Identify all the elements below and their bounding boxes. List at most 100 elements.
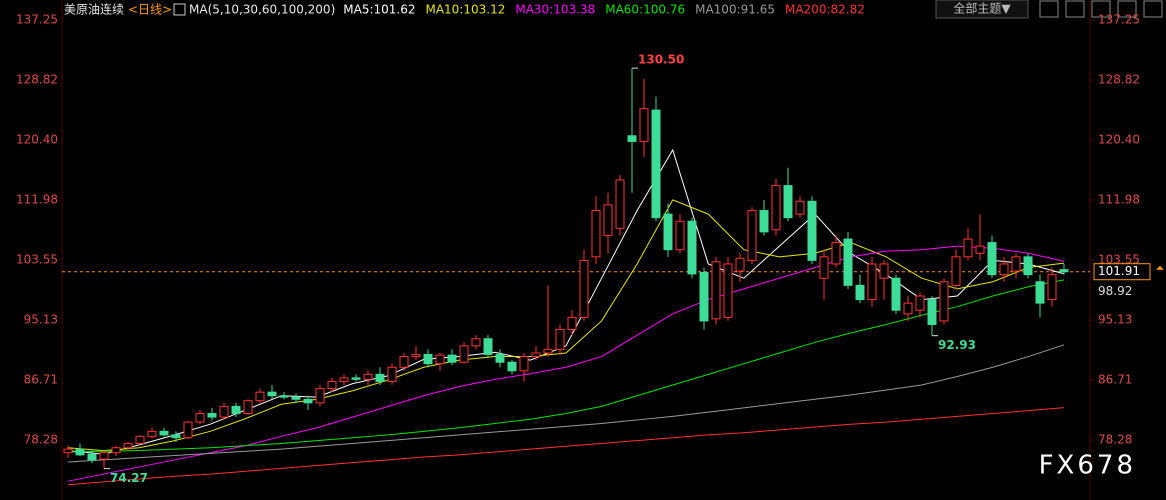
candle-body bbox=[843, 238, 853, 286]
candle-body bbox=[291, 396, 301, 400]
candle-body bbox=[267, 391, 277, 397]
candle-body bbox=[279, 395, 289, 398]
candle-body bbox=[483, 338, 493, 355]
indicator-icon[interactable] bbox=[173, 3, 186, 16]
legend-entry: MA30:103.38 bbox=[515, 3, 595, 17]
y-tick-label-right: 111.98 bbox=[1098, 192, 1140, 206]
candle-body bbox=[987, 242, 997, 276]
y-tick-label-left: 103.55 bbox=[16, 253, 58, 267]
candle-body bbox=[531, 352, 541, 358]
candle-body bbox=[207, 413, 217, 418]
indicator: MA(5,10,30,60,100,200) bbox=[189, 3, 335, 17]
legend-entry: MA5:101.62 bbox=[343, 3, 415, 17]
ma-line bbox=[67, 279, 1065, 453]
y-tick-label-left: 95.13 bbox=[24, 313, 58, 327]
candle-body bbox=[543, 348, 553, 354]
legend-entry: MA200:82.82 bbox=[785, 3, 865, 17]
y-tick-label-right: 120.40 bbox=[1098, 133, 1140, 147]
candle-body bbox=[723, 263, 733, 318]
candle-body bbox=[903, 302, 913, 315]
candle-body bbox=[747, 210, 757, 261]
candle-body bbox=[579, 259, 589, 318]
candle-body bbox=[1059, 269, 1069, 273]
y-tick-label-left: 111.98 bbox=[16, 192, 58, 206]
theme-button-label: 全部主题▼ bbox=[953, 1, 1011, 16]
price-marker bbox=[1156, 265, 1164, 270]
annotation-label: 92.93 bbox=[938, 338, 976, 352]
last-price-label: 101.91 bbox=[1098, 264, 1140, 278]
candle-body bbox=[783, 185, 793, 219]
candle-body bbox=[63, 448, 73, 454]
candle-body bbox=[327, 380, 337, 390]
candle-body bbox=[855, 284, 865, 301]
y-tick-label-left: 86.71 bbox=[24, 372, 58, 386]
tool-button[interactable] bbox=[1065, 0, 1085, 18]
candle-body bbox=[687, 220, 697, 275]
candle-body bbox=[891, 277, 901, 311]
candle-body bbox=[399, 356, 409, 368]
candle-body bbox=[1011, 256, 1021, 272]
candle-body bbox=[651, 109, 661, 219]
candle-body bbox=[771, 185, 781, 231]
candle-body bbox=[795, 200, 805, 215]
tool-button[interactable] bbox=[1117, 0, 1137, 18]
tool-button[interactable] bbox=[1091, 0, 1111, 18]
candle-body bbox=[663, 213, 673, 251]
candle-body bbox=[123, 442, 133, 449]
candle-body bbox=[819, 256, 829, 279]
candle-body bbox=[171, 434, 181, 439]
candle-body bbox=[879, 263, 889, 279]
y-tick-label-right: 86.71 bbox=[1098, 372, 1132, 386]
candle-body bbox=[423, 353, 433, 365]
y-tick-label-left: 78.28 bbox=[24, 433, 58, 447]
candle-body bbox=[303, 398, 313, 404]
y-tick-label-right: 95.13 bbox=[1098, 313, 1132, 327]
candle-body bbox=[567, 316, 577, 330]
candle-body bbox=[111, 447, 121, 454]
symbol: 美原油连续 bbox=[64, 2, 124, 17]
y-tick-label-right: 78.28 bbox=[1098, 433, 1132, 447]
y-tick-label-left: 137.25 bbox=[16, 13, 58, 27]
candle-body bbox=[639, 108, 649, 142]
candle-body bbox=[375, 373, 385, 382]
last-price-box bbox=[1093, 263, 1151, 281]
candle-body bbox=[999, 263, 1009, 276]
candle-body bbox=[507, 361, 517, 372]
candle-body bbox=[831, 242, 841, 265]
prev-price-label: 98.92 bbox=[1098, 284, 1132, 298]
candle-body bbox=[471, 338, 481, 347]
candle-body bbox=[519, 356, 529, 372]
toolbar: 全部主题▼ bbox=[935, 0, 1163, 19]
candle-body bbox=[219, 405, 229, 418]
candle-body bbox=[555, 328, 565, 350]
annotation-label: 74.27 bbox=[110, 471, 148, 485]
tool-button[interactable] bbox=[1143, 0, 1163, 18]
candle-body bbox=[351, 377, 361, 380]
candle-body bbox=[231, 405, 241, 415]
ma-line bbox=[67, 344, 1065, 463]
y-tick-label-right: 128.82 bbox=[1098, 73, 1140, 87]
candle-body bbox=[1023, 256, 1033, 276]
legend-entry: MA10:103.12 bbox=[425, 3, 505, 17]
ma-line bbox=[67, 407, 1065, 486]
candle-body bbox=[927, 299, 937, 325]
candle-body bbox=[699, 272, 709, 322]
y-tick-label-right: 103.55 bbox=[1098, 253, 1140, 267]
candle-body bbox=[591, 210, 601, 258]
watermark: FX678 bbox=[1039, 451, 1136, 481]
candle-body bbox=[759, 210, 769, 233]
annotation-label: 130.50 bbox=[638, 53, 684, 67]
candle-body bbox=[495, 353, 505, 363]
candle-body bbox=[615, 179, 625, 229]
candle-body bbox=[159, 430, 169, 436]
ma-line bbox=[67, 245, 1065, 482]
candle-body bbox=[1035, 281, 1045, 304]
theme-button[interactable] bbox=[935, 0, 1029, 19]
y-tick-label-right: 137.25 bbox=[1098, 13, 1140, 27]
tool-button[interactable] bbox=[1039, 0, 1059, 18]
candle-body bbox=[255, 391, 265, 402]
candle-body bbox=[99, 452, 109, 460]
candle-body bbox=[627, 135, 637, 142]
candle-body bbox=[951, 256, 961, 286]
